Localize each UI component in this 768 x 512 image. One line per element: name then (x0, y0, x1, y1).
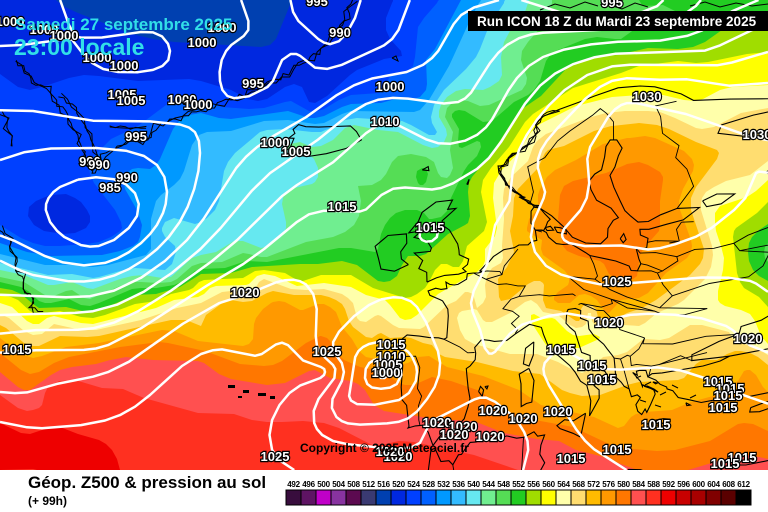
svg-text:528: 528 (422, 480, 435, 489)
svg-text:1005: 1005 (374, 357, 403, 372)
svg-text:1015: 1015 (416, 220, 445, 235)
svg-text:1020: 1020 (479, 403, 508, 418)
svg-text:1015: 1015 (714, 388, 743, 403)
svg-text:512: 512 (362, 480, 375, 489)
svg-text:995: 995 (125, 129, 147, 144)
svg-text:608: 608 (722, 480, 735, 489)
svg-text:995: 995 (601, 0, 623, 10)
svg-text:1010: 1010 (377, 349, 406, 364)
svg-text:1020: 1020 (440, 427, 469, 442)
svg-text:1015: 1015 (603, 442, 632, 457)
svg-text:1000: 1000 (184, 97, 213, 112)
svg-text:990: 990 (329, 25, 351, 40)
svg-text:1020: 1020 (734, 331, 763, 346)
svg-text:524: 524 (407, 480, 420, 489)
svg-text:588: 588 (647, 480, 660, 489)
svg-text:548: 548 (497, 480, 510, 489)
svg-text:1015: 1015 (578, 358, 607, 373)
svg-text:1000: 1000 (0, 14, 24, 29)
svg-text:568: 568 (572, 480, 585, 489)
svg-text:1015: 1015 (709, 400, 738, 415)
svg-text:1020: 1020 (595, 315, 624, 330)
svg-text:1000: 1000 (168, 92, 197, 107)
svg-text:1000: 1000 (83, 50, 112, 65)
svg-text:1010: 1010 (371, 114, 400, 129)
svg-text:23:00 locale: 23:00 locale (14, 34, 144, 60)
svg-text:556: 556 (527, 480, 540, 489)
svg-text:995: 995 (306, 0, 328, 9)
svg-text:536: 536 (452, 480, 465, 489)
svg-text:1020: 1020 (384, 449, 413, 464)
svg-text:564: 564 (557, 480, 570, 489)
svg-text:1020: 1020 (231, 285, 260, 300)
svg-text:1025: 1025 (261, 449, 290, 464)
svg-text:516: 516 (377, 480, 390, 489)
svg-text:1015: 1015 (377, 337, 406, 352)
svg-text:552: 552 (512, 480, 525, 489)
svg-text:1025: 1025 (313, 344, 342, 359)
svg-text:1020: 1020 (376, 444, 405, 459)
svg-text:1000: 1000 (50, 28, 79, 43)
svg-text:592: 592 (662, 480, 675, 489)
svg-text:576: 576 (602, 480, 615, 489)
svg-text:985: 985 (99, 180, 121, 195)
svg-text:Run ICON 18 Z du Mardi 23 sept: Run ICON 18 Z du Mardi 23 septembre 2025 (477, 14, 757, 29)
svg-text:1015: 1015 (328, 199, 357, 214)
svg-text:Géop. Z500 & pression au sol: Géop. Z500 & pression au sol (28, 473, 266, 492)
svg-text:1030: 1030 (743, 127, 768, 142)
svg-text:1025: 1025 (603, 274, 632, 289)
svg-text:990: 990 (116, 170, 138, 185)
svg-text:1000: 1000 (376, 79, 405, 94)
svg-text:580: 580 (617, 480, 630, 489)
svg-text:1015: 1015 (728, 450, 757, 465)
svg-text:Copyright © 2025 Meteociel.fr: Copyright © 2025 Meteociel.fr (300, 441, 469, 455)
svg-text:1030: 1030 (633, 89, 662, 104)
svg-text:1015: 1015 (642, 417, 671, 432)
svg-text:1020: 1020 (509, 411, 538, 426)
svg-text:540: 540 (467, 480, 480, 489)
svg-text:1015: 1015 (716, 381, 745, 396)
svg-text:1020: 1020 (423, 415, 452, 430)
svg-text:990: 990 (79, 154, 101, 169)
svg-text:1015: 1015 (704, 374, 733, 389)
svg-text:1020: 1020 (544, 404, 573, 419)
svg-text:1015: 1015 (711, 456, 740, 471)
svg-text:532: 532 (437, 480, 450, 489)
svg-text:584: 584 (632, 480, 645, 489)
svg-text:496: 496 (302, 480, 315, 489)
svg-text:504: 504 (332, 480, 345, 489)
svg-text:1005: 1005 (282, 144, 311, 159)
svg-text:572: 572 (587, 480, 600, 489)
svg-text:1020: 1020 (476, 429, 505, 444)
svg-text:492: 492 (287, 480, 300, 489)
svg-text:1015: 1015 (557, 451, 586, 466)
svg-text:1000: 1000 (208, 20, 237, 35)
svg-text:1015: 1015 (547, 342, 576, 357)
svg-text:995: 995 (242, 76, 264, 91)
svg-text:544: 544 (482, 480, 495, 489)
svg-text:508: 508 (347, 480, 360, 489)
svg-text:(+ 99h): (+ 99h) (28, 494, 67, 508)
svg-text:1000: 1000 (372, 365, 401, 380)
svg-text:500: 500 (317, 480, 330, 489)
svg-text:Samedi 27 septembre 2025: Samedi 27 septembre 2025 (15, 15, 232, 34)
svg-text:612: 612 (737, 480, 750, 489)
svg-text:1015: 1015 (3, 342, 32, 357)
svg-text:560: 560 (542, 480, 555, 489)
svg-text:520: 520 (392, 480, 405, 489)
svg-text:990: 990 (88, 157, 110, 172)
svg-text:1000: 1000 (110, 58, 139, 73)
svg-text:600: 600 (692, 480, 705, 489)
svg-text:1020: 1020 (449, 419, 478, 434)
svg-text:1000: 1000 (188, 35, 217, 50)
svg-text:604: 604 (707, 480, 720, 489)
svg-text:596: 596 (677, 480, 690, 489)
svg-text:1000: 1000 (261, 135, 290, 150)
svg-text:1005: 1005 (108, 87, 137, 102)
svg-text:1005: 1005 (117, 93, 146, 108)
svg-text:1015: 1015 (588, 372, 617, 387)
svg-text:1000: 1000 (30, 22, 59, 37)
